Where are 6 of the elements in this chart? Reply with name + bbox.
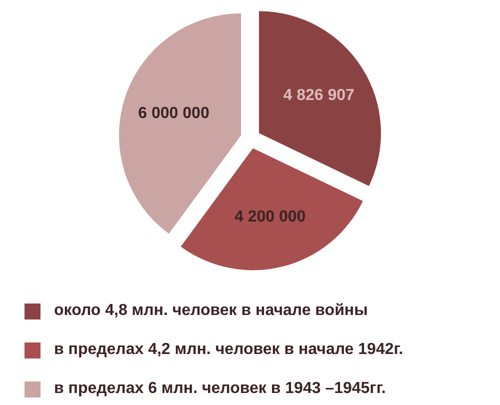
data-label: 6 000 000 (138, 104, 210, 122)
legend-label: в пределах 6 млн. человек в 1943 –1945гг. (54, 379, 386, 399)
legend-label: в пределах 4,2 млн. человек в начале 1942г. (54, 340, 404, 360)
legend-label: около 4,8 млн. человек в начале войны (54, 301, 368, 321)
data-label: 4 200 000 (234, 208, 306, 226)
data-label: 4 826 907 (283, 86, 355, 104)
